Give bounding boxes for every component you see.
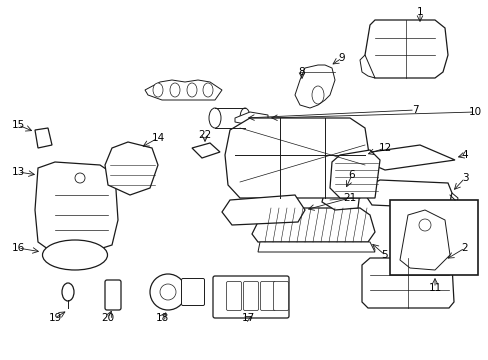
Ellipse shape bbox=[170, 83, 180, 97]
Text: 2: 2 bbox=[461, 243, 468, 253]
Ellipse shape bbox=[42, 240, 107, 270]
Polygon shape bbox=[235, 112, 267, 125]
Text: 12: 12 bbox=[378, 143, 391, 153]
Polygon shape bbox=[35, 162, 118, 252]
FancyBboxPatch shape bbox=[213, 276, 288, 318]
Polygon shape bbox=[321, 185, 359, 210]
FancyBboxPatch shape bbox=[243, 282, 258, 310]
Polygon shape bbox=[35, 128, 52, 148]
Polygon shape bbox=[251, 208, 374, 242]
Text: 11: 11 bbox=[427, 283, 441, 293]
Circle shape bbox=[418, 219, 430, 231]
Text: 5: 5 bbox=[381, 250, 387, 260]
Polygon shape bbox=[449, 193, 457, 207]
Text: 14: 14 bbox=[151, 133, 164, 143]
Ellipse shape bbox=[186, 83, 197, 97]
Polygon shape bbox=[258, 242, 374, 252]
Circle shape bbox=[75, 173, 85, 183]
Text: 4: 4 bbox=[461, 150, 468, 160]
Circle shape bbox=[150, 274, 185, 310]
Text: 22: 22 bbox=[198, 130, 211, 140]
Polygon shape bbox=[365, 180, 451, 208]
Ellipse shape bbox=[153, 83, 163, 97]
Polygon shape bbox=[399, 210, 449, 270]
Ellipse shape bbox=[62, 283, 74, 301]
Ellipse shape bbox=[203, 83, 213, 97]
Polygon shape bbox=[222, 195, 305, 225]
Ellipse shape bbox=[240, 108, 249, 128]
Text: 3: 3 bbox=[461, 173, 468, 183]
Text: 7: 7 bbox=[411, 105, 417, 115]
Polygon shape bbox=[192, 143, 220, 158]
Text: 6: 6 bbox=[348, 170, 355, 180]
Text: 16: 16 bbox=[11, 243, 24, 253]
Polygon shape bbox=[145, 80, 222, 100]
Polygon shape bbox=[224, 118, 369, 198]
Circle shape bbox=[160, 284, 176, 300]
Text: 21: 21 bbox=[343, 193, 356, 203]
FancyBboxPatch shape bbox=[273, 282, 288, 310]
Text: 13: 13 bbox=[11, 167, 24, 177]
Text: 9: 9 bbox=[338, 53, 345, 63]
Polygon shape bbox=[105, 142, 158, 195]
Polygon shape bbox=[294, 65, 334, 108]
Text: 20: 20 bbox=[101, 313, 114, 323]
Polygon shape bbox=[364, 20, 447, 78]
Text: 19: 19 bbox=[48, 313, 61, 323]
Text: 15: 15 bbox=[11, 120, 24, 130]
FancyBboxPatch shape bbox=[181, 279, 204, 306]
FancyBboxPatch shape bbox=[226, 282, 241, 310]
Bar bbox=[389, 200, 477, 275]
Polygon shape bbox=[361, 258, 453, 308]
FancyBboxPatch shape bbox=[260, 282, 275, 310]
Text: 18: 18 bbox=[155, 313, 168, 323]
Polygon shape bbox=[329, 150, 379, 198]
Text: 17: 17 bbox=[241, 313, 254, 323]
Ellipse shape bbox=[208, 108, 221, 128]
Text: 8: 8 bbox=[298, 67, 305, 77]
Text: 1: 1 bbox=[416, 7, 423, 17]
FancyBboxPatch shape bbox=[105, 280, 121, 310]
Text: 10: 10 bbox=[468, 107, 481, 117]
Polygon shape bbox=[349, 145, 454, 170]
Polygon shape bbox=[359, 55, 374, 78]
